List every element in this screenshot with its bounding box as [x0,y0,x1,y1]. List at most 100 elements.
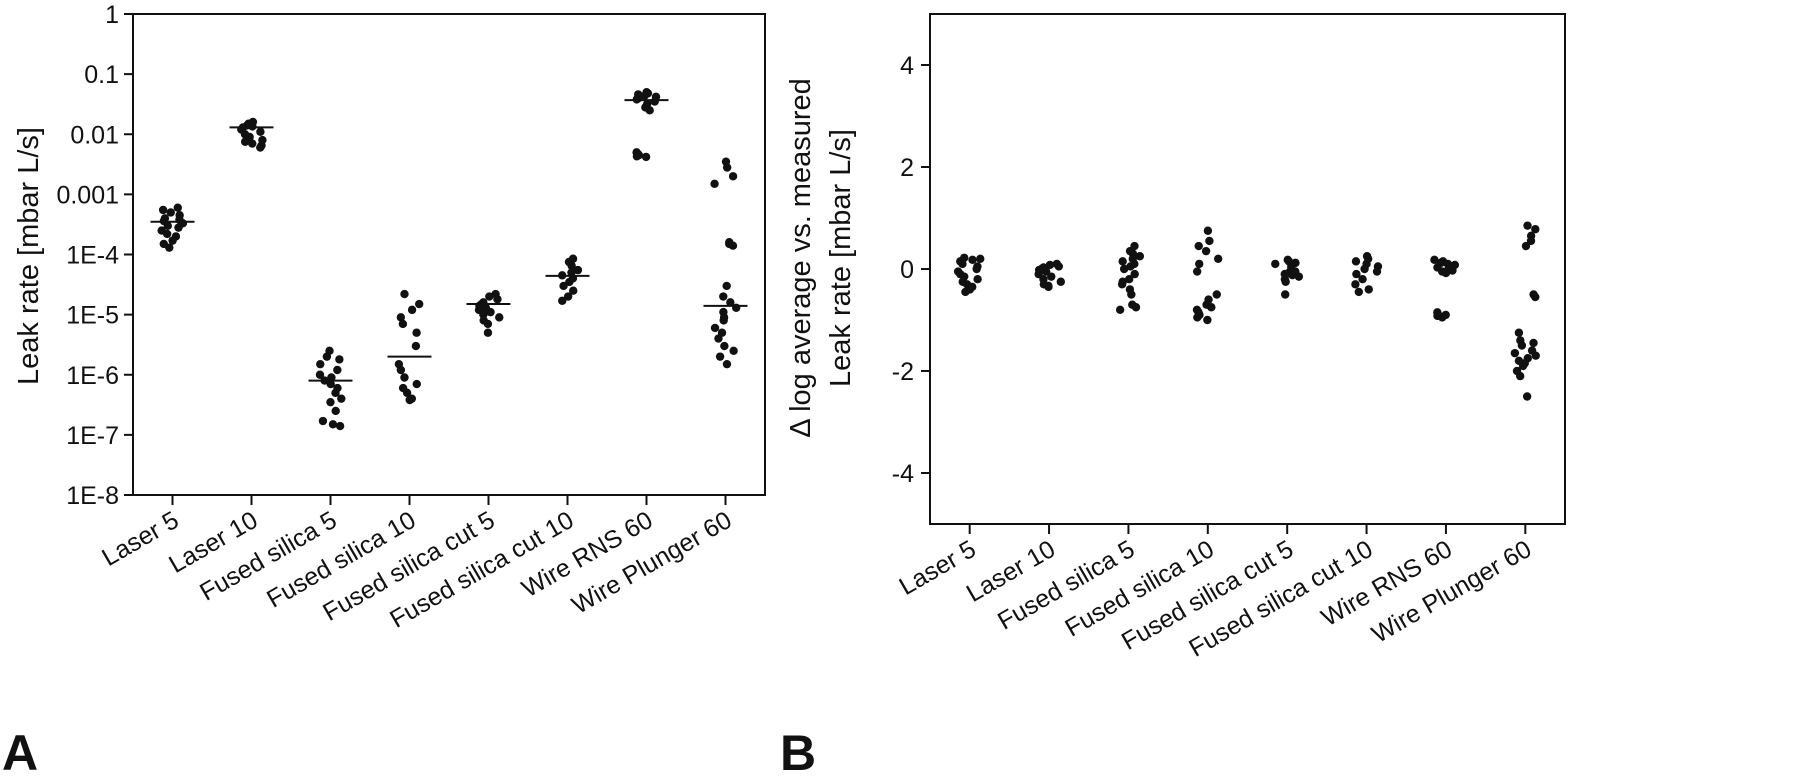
panel-b-y-tick-label: -4 [892,460,914,488]
panel-a-point-laser-5 [168,236,177,245]
panel-a-point-fused-silica-5 [316,359,325,369]
panel-a-point-fused-silica-cut-5 [483,319,493,329]
panel-b-point-fused-silica-10 [1193,313,1202,322]
panel-b-y-tick-label: 4 [900,52,914,80]
panel-b-point-fused-silica-10 [1195,259,1204,269]
panel-a-point-fused-silica-10 [411,341,421,351]
panel-b-point-fused-silica-10 [1207,303,1216,312]
panel-a-point-wire-plunger-60 [715,352,725,361]
panel-b-point-fused-silica-5 [1130,269,1139,279]
panel-b-point-fused-silica-cut-10 [1352,269,1361,279]
panel-b-point-laser-5 [968,255,977,265]
panel-b-point-laser-5 [961,287,970,297]
panel-a-y-tick-label: 1E-8 [66,482,119,510]
panel-a-point-laser-5 [163,221,172,231]
panel-a-point-fused-silica-5 [318,416,328,426]
panel-a-y-tick-label: 1E-4 [66,242,119,270]
panel-a-point-fused-silica-10 [400,373,409,382]
panel-b-point-fused-silica-10 [1194,241,1203,251]
panel-a-point-wire-rns-60 [632,152,642,161]
panel-a-y-tick-label: 0.1 [84,61,119,89]
panel-a-point-wire-plunger-60 [722,163,732,172]
panel-a-point-laser-5 [165,243,174,252]
panel-a-point-wire-rns-60 [641,152,651,162]
panel-b-point-fused-silica-cut-10 [1351,257,1361,266]
panel-b-point-fused-silica-10 [1213,254,1223,263]
panel-a-point-fused-silica-5 [335,355,344,364]
panel-b-point-wire-plunger-60 [1531,351,1540,360]
panel-b-point-wire-plunger-60 [1531,225,1540,234]
panel-b-point-laser-5 [972,264,981,274]
panel-b-point-wire-rns-60 [1430,255,1439,265]
panel-a-chart: 1E-8 1E-7 1E-6 1E-5 1E-4 0.001 0.01 0.1 1 Laser … [2,1,766,781]
panel-a-point-fused-silica-5 [331,406,340,416]
panel-b-point-wire-plunger-60 [1529,338,1538,348]
panel-a-point-wire-plunger-60 [722,281,731,291]
panel-b-point-fused-silica-cut-10 [1358,275,1367,284]
panel-a-point-laser-10 [256,143,265,152]
panel-b-point-fused-silica-5 [1115,305,1125,314]
panel-b-point-fused-silica-cut-10 [1351,280,1360,289]
panel-a-point-fused-silica-10 [396,313,406,322]
panel-b-point-laser-10 [1044,282,1053,292]
panel-a-y-axis-title: Leak rate [mbar L/s] [13,127,45,385]
panel-a-point-laser-5 [166,208,175,217]
panel-a-point-wire-plunger-60 [728,241,738,250]
panel-a-point-fused-silica-5 [333,365,342,375]
panel-a-y-tick-label: 1 [105,1,119,29]
panel-b-point-laser-10 [1054,262,1064,271]
panel-a-point-fused-silica-10 [402,388,412,398]
panel-b-y-axis-title: Δ log average vs. measured Leak rate [mba… [785,78,857,438]
panel-b-plot-frame [929,13,1566,525]
panel-a-point-laser-10 [248,139,257,148]
panel-b-point-wire-plunger-60 [1515,371,1525,381]
panel-a-point-fused-silica-cut-10 [563,292,573,301]
panel-a-point-laser-5 [162,229,172,239]
panel-a-point-fused-silica-5 [328,420,338,429]
panel-b-point-fused-silica-cut-10 [1364,285,1373,294]
panel-a-point-wire-plunger-60 [726,298,735,307]
panel-a-y-tick-label: 0.01 [70,121,119,149]
panel-b-y-axis: -4 -2 0 2 4 [892,52,930,488]
panel-a-point-fused-silica-cut-5 [485,292,494,301]
panel-a-point-fused-silica-5 [326,379,335,389]
panel-a-point-fused-silica-10 [414,299,424,309]
panel-b-y-tick-label: 0 [900,256,914,284]
panel-a-point-fused-silica-cut-10 [558,296,567,305]
panel-a-point-fused-silica-cut-10 [569,286,578,295]
panel-b-point-fused-silica-5 [1119,264,1129,274]
panel-a-y-tick-label: 1E-6 [66,362,119,390]
panel-b-point-fused-silica-5 [1135,252,1145,261]
panel-b-point-wire-plunger-60 [1517,341,1527,350]
panel-b-point-fused-silica-cut-5 [1271,259,1280,269]
panel-a-point-fused-silica-cut-10 [559,281,568,291]
panel-b-point-fused-silica-5 [1127,290,1136,299]
panel-a-point-wire-rns-60 [650,97,659,106]
panel-b-point-laser-5 [976,254,985,263]
panel-b-point-fused-silica-cut-10 [1354,287,1364,297]
panel-b-point-fused-silica-5 [1118,257,1127,266]
panel-b-point-fused-silica-cut-10 [1360,264,1369,274]
panel-a-point-fused-silica-cut-10 [567,261,576,270]
panel-a-point-laser-5 [173,203,182,212]
panel-b-point-fused-silica-cut-5 [1288,270,1297,280]
panel-b-point-laser-10 [1045,260,1055,270]
panel-a-point-fused-silica-cut-5 [483,328,493,337]
panel-b-point-fused-silica-5 [1124,275,1134,284]
panel-a-point-wire-plunger-60 [731,303,741,312]
panel-b-point-wire-rns-60 [1441,268,1451,278]
panel-a-data-marks [150,88,748,431]
panel-a-point-fused-silica-10 [396,365,406,375]
panel-a-point-fused-silica-10 [412,328,421,337]
panel-b-point-laser-5 [973,275,982,284]
panel-b-point-wire-rns-60 [1448,266,1457,275]
panel-b-y-tick-label: 2 [900,154,914,182]
panel-a-point-wire-plunger-60 [722,359,732,369]
panel-b-data-marks [953,221,1540,401]
panel-b-letter: B [780,725,816,781]
panel-b-point-fused-silica-5 [1126,262,1135,271]
panel-b-point-wire-plunger-60 [1521,241,1531,251]
